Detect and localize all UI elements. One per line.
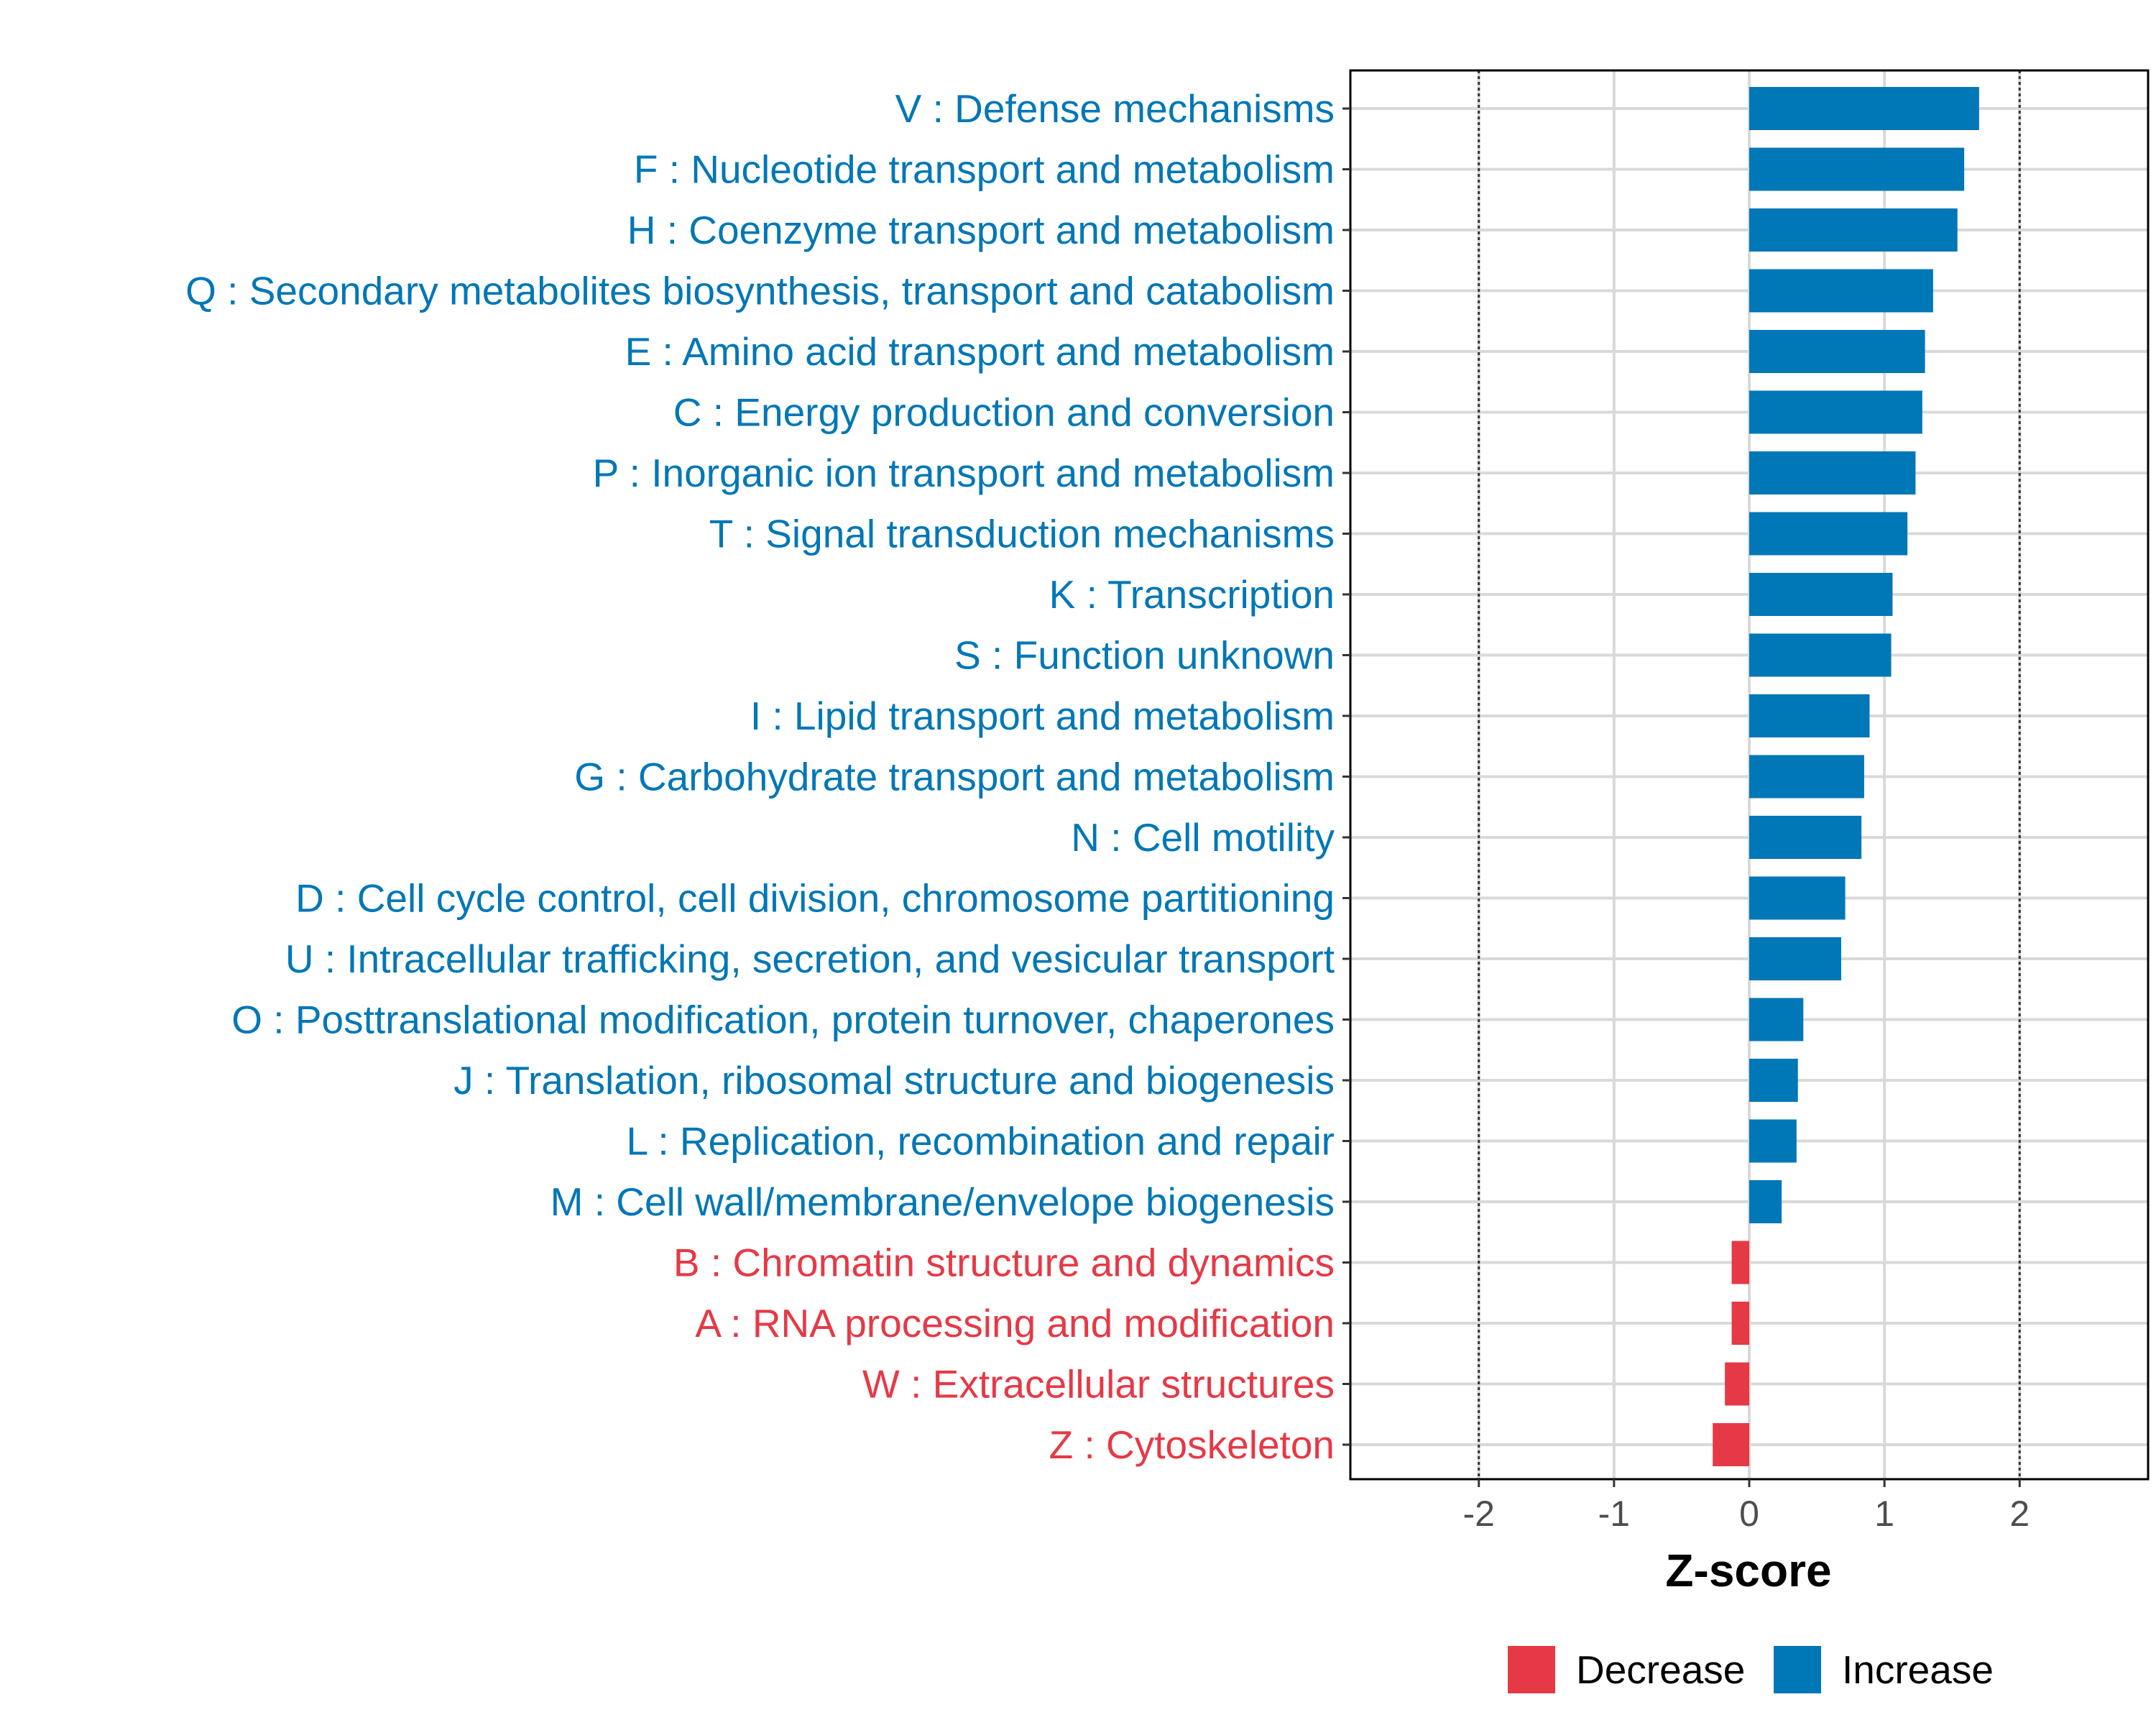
bar-11 <box>1749 755 1864 799</box>
category-label-10: I : Lipid transport and metabolism <box>750 694 1335 738</box>
bar-15 <box>1749 998 1804 1041</box>
category-label-20: A : RNA processing and modification <box>695 1301 1335 1346</box>
reference-lines <box>1478 70 2021 1479</box>
legend-label-increase: Increase <box>1842 1647 1994 1692</box>
category-label-21: W : Extracellular structures <box>862 1362 1335 1407</box>
bar-16 <box>1749 1059 1798 1102</box>
category-label-14: U : Intracellular trafficking, secretion… <box>285 937 1335 981</box>
category-label-5: C : Energy production and conversion <box>673 390 1335 435</box>
bar-20 <box>1731 1302 1749 1345</box>
bars <box>1713 87 1979 1466</box>
category-label-16: J : Translation, ribosomal structure and… <box>453 1058 1335 1103</box>
x-tick-label-3: 1 <box>1874 1494 1894 1534</box>
bar-4 <box>1749 330 1925 373</box>
category-label-12: N : Cell motility <box>1071 815 1335 860</box>
legend-label-decrease: Decrease <box>1576 1647 1745 1692</box>
category-label-4: E : Amino acid transport and metabolism <box>625 329 1335 374</box>
category-label-9: S : Function unknown <box>954 633 1335 678</box>
y-axis-labels: V : Defense mechanisms F : Nucleotide tra… <box>185 86 1335 1467</box>
category-label-11: G : Carbohydrate transport and metabolis… <box>574 755 1335 799</box>
category-label-1: F : Nucleotide transport and metabolism <box>634 147 1335 192</box>
bar-2 <box>1749 208 1958 252</box>
bar-12 <box>1749 816 1862 859</box>
category-label-0: V : Defense mechanisms <box>895 86 1335 131</box>
bar-3 <box>1749 269 1933 313</box>
bar-1 <box>1749 147 1965 191</box>
bar-8 <box>1749 573 1893 616</box>
bar-18 <box>1749 1180 1782 1223</box>
y-axis-ticks <box>1342 107 1350 1446</box>
bar-7 <box>1749 512 1908 556</box>
bar-19 <box>1731 1241 1749 1284</box>
category-label-22: Z : Cytoskeleton <box>1049 1422 1335 1467</box>
x-tick-label-1: -1 <box>1598 1494 1630 1534</box>
category-label-18: M : Cell wall/membrane/envelope biogenes… <box>550 1179 1335 1224</box>
x-axis-title: Z-score <box>1665 1545 1831 1596</box>
bar-21 <box>1725 1362 1749 1406</box>
bar-10 <box>1749 694 1870 737</box>
category-label-7: T : Signal transduction mechanisms <box>709 512 1335 556</box>
category-label-17: L : Replication, recombination and repai… <box>627 1119 1335 1164</box>
category-label-19: B : Chromatin structure and dynamics <box>673 1241 1335 1285</box>
x-tick-label-0: -2 <box>1462 1494 1494 1534</box>
legend-swatch-decrease <box>1508 1646 1555 1693</box>
category-label-15: O : Posttranslational modification, prot… <box>231 998 1335 1042</box>
bar-9 <box>1749 633 1892 677</box>
x-tick-label-4: 2 <box>2009 1494 2030 1534</box>
legend-swatch-increase <box>1774 1646 1821 1693</box>
bar-17 <box>1749 1119 1797 1163</box>
bar-0 <box>1749 87 1979 130</box>
category-label-6: P : Inorganic ion transport and metaboli… <box>593 451 1335 495</box>
bar-13 <box>1749 876 1846 920</box>
legend: Decrease Increase <box>1508 1646 1994 1693</box>
category-label-13: D : Cell cycle control, cell division, c… <box>295 876 1335 921</box>
bar-5 <box>1749 390 1922 434</box>
bar-6 <box>1749 451 1916 494</box>
x-axis-ticks <box>1478 1479 2021 1487</box>
category-label-3: Q : Secondary metabolites biosynthesis, … <box>185 269 1335 313</box>
x-axis-labels: -2 -1 0 1 2 <box>1462 1494 2030 1534</box>
category-label-2: H : Coenzyme transport and metabolism <box>627 208 1335 252</box>
bar-22 <box>1713 1423 1749 1466</box>
category-label-8: K : Transcription <box>1049 572 1335 617</box>
x-tick-label-2: 0 <box>1739 1494 1759 1534</box>
bar-14 <box>1749 937 1841 980</box>
